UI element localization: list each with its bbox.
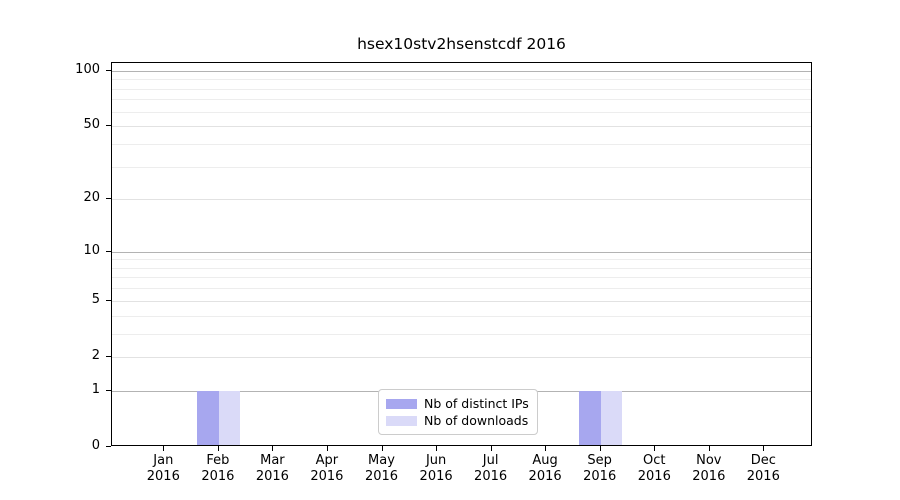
x-tick-label-sep: Sep 2016: [583, 453, 617, 484]
x-tick-mark-apr: [326, 446, 328, 451]
gridline-minor-y3: [112, 334, 811, 335]
x-tick-label-jun: Jun 2016: [419, 453, 453, 484]
bar-distinct-ips-feb: [197, 390, 219, 445]
gridline-minor-y9: [112, 259, 811, 261]
y-tick-mark-100: [106, 69, 111, 71]
x-tick-mark-jul: [490, 446, 492, 451]
y-tick-label-2: 2: [91, 348, 100, 364]
legend-swatch-downloads: [386, 415, 417, 426]
legend-label-downloads: Nb of downloads: [424, 413, 529, 428]
x-tick-label-may: May 2016: [364, 453, 399, 484]
gridline-major-y20: [112, 198, 811, 200]
gridline-minor-y30: [112, 167, 811, 168]
gridline-major-y50: [112, 126, 811, 128]
bar-downloads-feb: [218, 390, 241, 445]
plot-area: [111, 62, 812, 446]
x-tick-label-mar: Mar 2016: [255, 453, 289, 484]
x-tick-mark-oct: [654, 446, 656, 451]
y-tick-mark-2: [106, 356, 111, 358]
y-tick-label-10: 10: [83, 242, 100, 258]
y-tick-label-5: 5: [91, 291, 100, 307]
gridline-major-y2: [112, 357, 811, 359]
legend: Nb of distinct IPs Nb of downloads: [378, 389, 538, 435]
legend-swatch-distinct-ips: [386, 398, 417, 409]
y-tick-mark-5: [106, 299, 111, 301]
x-tick-mark-jan: [163, 446, 165, 451]
y-tick-label-0: 0: [91, 438, 100, 453]
x-tick-label-nov: Nov 2016: [692, 453, 726, 484]
gridline-minor-y4: [112, 315, 811, 317]
x-tick-label-apr: Apr 2016: [310, 453, 344, 484]
chart-title: hsex10stv2hsenstcdf 2016: [357, 35, 566, 53]
x-tick-label-feb: Feb 2016: [201, 453, 235, 484]
x-tick-mark-feb: [217, 446, 219, 451]
x-tick-mark-dec: [763, 446, 765, 451]
gridline-minor-y70: [112, 99, 811, 101]
legend-entry-downloads: Nb of downloads: [386, 414, 530, 427]
x-tick-mark-aug: [545, 446, 547, 451]
y-tick-label-50: 50: [83, 117, 100, 133]
y-tick-label-1: 1: [91, 381, 100, 397]
legend-label-distinct-ips: Nb of distinct IPs: [424, 396, 529, 411]
x-tick-label-jul: Jul 2016: [474, 453, 508, 484]
x-tick-label-jan: Jan 2016: [146, 453, 180, 484]
gridline-minor-y7: [112, 277, 811, 279]
y-tick-mark-0: [106, 446, 111, 447]
gridline-minor-y6: [112, 288, 811, 290]
gridline-minor-y60: [112, 111, 811, 113]
x-tick-label-aug: Aug 2016: [528, 453, 562, 484]
y-tick-mark-20: [106, 197, 111, 199]
legend-entry-distinct-ips: Nb of distinct IPs: [386, 397, 530, 410]
y-tick-label-20: 20: [83, 189, 100, 205]
y-tick-mark-50: [106, 125, 111, 127]
y-tick-mark-10: [106, 250, 111, 252]
x-tick-mark-sep: [599, 446, 601, 451]
bar-distinct-ips-sep: [579, 390, 601, 445]
x-tick-mark-nov: [708, 446, 710, 451]
gridline-minor-y8: [112, 267, 811, 269]
x-tick-label-dec: Dec 2016: [746, 453, 780, 484]
bar-downloads-sep: [600, 390, 623, 445]
y-tick-label-100: 100: [75, 61, 100, 77]
gridline-minor-y80: [112, 88, 811, 90]
x-tick-mark-jun: [436, 446, 438, 451]
y-tick-mark-1: [106, 389, 111, 391]
gridline-major-y100: [112, 70, 811, 72]
x-tick-mark-mar: [272, 446, 274, 451]
x-tick-mark-may: [381, 446, 383, 451]
gridline-major-y10: [112, 251, 811, 253]
x-tick-label-oct: Oct 2016: [637, 453, 671, 484]
gridline-minor-y40: [112, 144, 811, 146]
gridline-major-y5: [112, 300, 811, 302]
gridline-minor-y90: [112, 79, 811, 81]
